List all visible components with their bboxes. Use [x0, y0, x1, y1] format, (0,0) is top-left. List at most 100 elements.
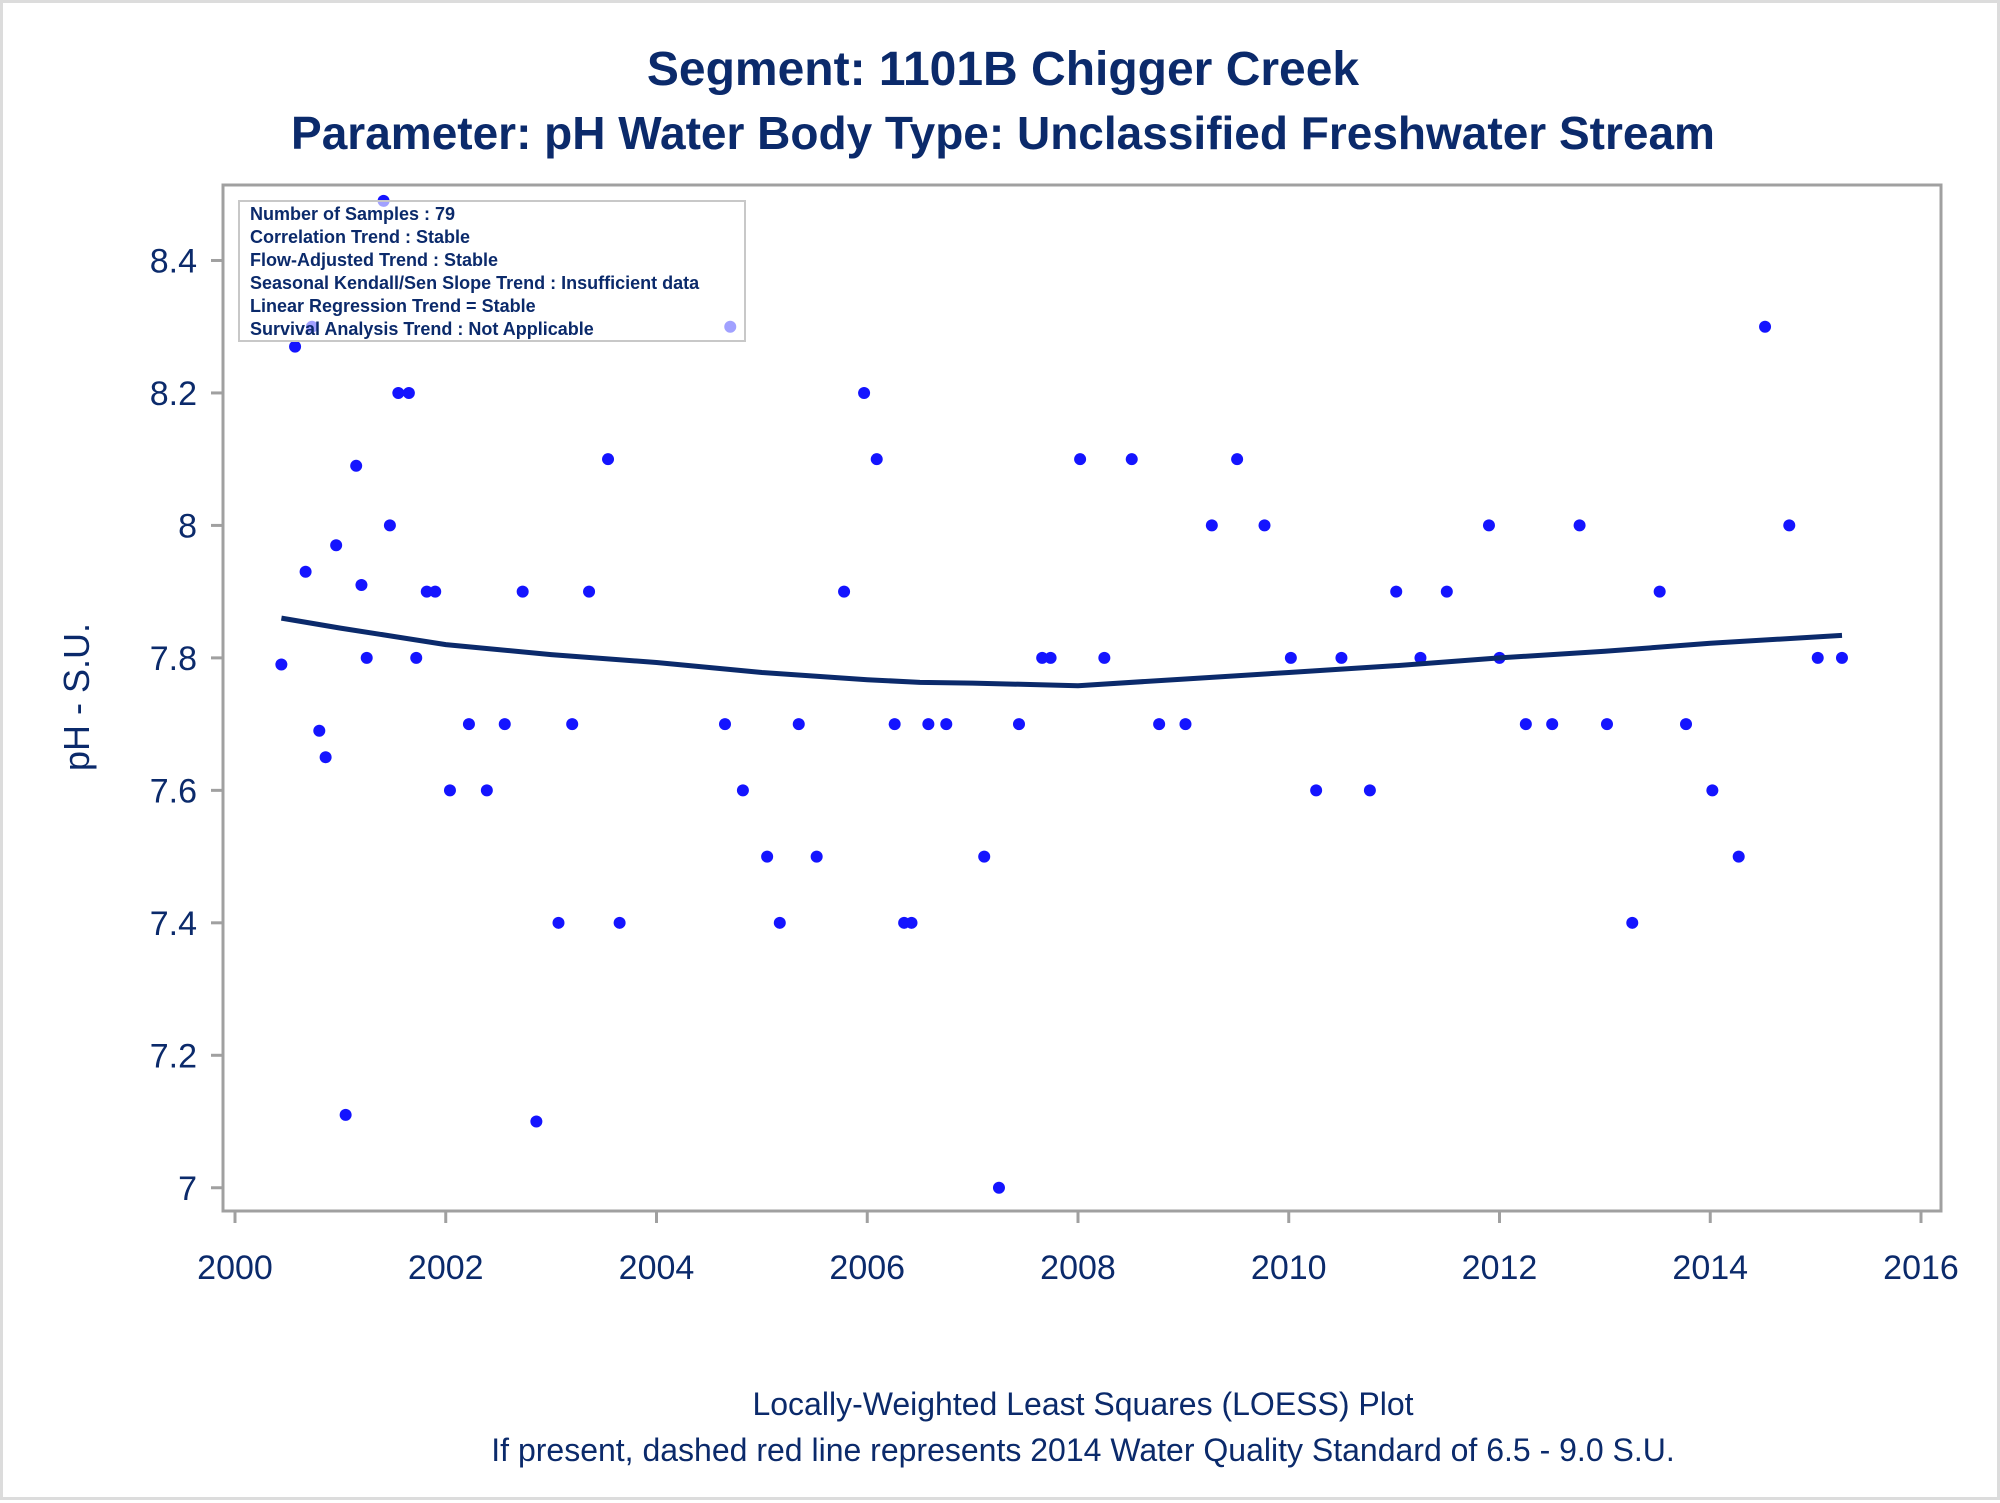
data-point: [1036, 651, 1049, 664]
data-point: [583, 585, 596, 598]
data-point: [858, 386, 871, 399]
plot-area: [221, 183, 1943, 1213]
chart-subtitle: Parameter: pH Water Body Type: Unclassif…: [291, 107, 1715, 159]
x-tick-label: 2004: [619, 1249, 695, 1287]
stats-line: Number of Samples : 79: [250, 204, 455, 224]
data-point: [1414, 651, 1427, 664]
data-point: [516, 585, 529, 598]
data-point: [552, 916, 565, 929]
data-point: [1653, 585, 1666, 598]
y-tick-label: 7: [178, 1170, 197, 1208]
data-point: [1626, 916, 1639, 929]
y-tick-label: 7.4: [150, 905, 197, 943]
data-point: [992, 1181, 1005, 1194]
data-point: [498, 718, 511, 731]
y-axis: 7 7.2 7.4 7.6 7.8 8 8.2 8.4: [150, 242, 223, 1208]
data-point: [1680, 718, 1693, 731]
data-point: [1573, 519, 1586, 532]
chart-title: Segment: 1101B Chigger Creek: [647, 43, 1360, 96]
stats-line: Flow-Adjusted Trend : Stable: [250, 250, 498, 270]
data-point: [1044, 651, 1057, 664]
y-tick-label: 7.6: [150, 772, 197, 810]
y-axis-label: pH - S.U.: [56, 623, 97, 771]
footnote-loess: Locally-Weighted Least Squares (LOESS) P…: [752, 1386, 1413, 1422]
data-point: [410, 651, 423, 664]
data-point: [289, 340, 302, 353]
data-point: [275, 658, 288, 671]
data-point: [1258, 519, 1271, 532]
data-point: [1390, 585, 1403, 598]
loess-curve: [280, 615, 1843, 689]
data-point: [1546, 718, 1559, 731]
data-point: [313, 724, 326, 737]
x-tick-label: 2008: [1040, 1249, 1116, 1287]
data-point: [922, 718, 935, 731]
stats-line: Seasonal Kendall/Sen Slope Trend : Insuf…: [250, 273, 700, 293]
stats-box-border: [238, 200, 746, 342]
stats-line: Survival Analysis Trend : Not Applicable: [250, 319, 594, 339]
data-point: [383, 519, 396, 532]
data-point: [1125, 453, 1138, 466]
y-tick-label: 7.8: [150, 640, 197, 678]
data-point: [810, 850, 823, 863]
data-point: [530, 1115, 543, 1128]
data-point: [1363, 784, 1376, 797]
data-point: [420, 585, 433, 598]
data-point: [1519, 718, 1532, 731]
data-point: [761, 850, 774, 863]
data-point: [792, 718, 805, 731]
chart-svg: Segment: 1101B Chigger Creek Parameter: …: [56, 43, 1959, 1468]
data-point: [718, 718, 731, 731]
y-tick-label: 8.2: [150, 375, 197, 413]
data-point: [480, 784, 493, 797]
data-point: [1153, 718, 1166, 731]
data-point: [978, 850, 991, 863]
data-point: [888, 718, 901, 731]
data-point: [319, 751, 332, 764]
data-point: [1759, 320, 1772, 333]
data-point: [402, 386, 415, 399]
x-tick-label: 2002: [408, 1249, 484, 1287]
data-point: [443, 784, 456, 797]
y-tick-label: 7.2: [150, 1037, 197, 1075]
scatter-points: [275, 194, 1848, 1194]
data-point: [870, 453, 883, 466]
x-tick-label: 2006: [829, 1249, 905, 1287]
x-tick-label: 2000: [197, 1249, 273, 1287]
x-tick-label: 2012: [1462, 1249, 1538, 1287]
x-tick-label: 2016: [1883, 1249, 1959, 1287]
data-point: [350, 459, 363, 472]
x-axis: 2000 2002 2004 2006 2008 2010 2012 2014 2016: [197, 1211, 1959, 1287]
data-point: [360, 651, 373, 664]
x-tick-label: 2014: [1672, 1249, 1748, 1287]
data-point: [429, 585, 442, 598]
footnote-standard: If present, dashed red line represents 2…: [491, 1432, 1674, 1468]
data-point: [462, 718, 475, 731]
data-point: [566, 718, 579, 731]
data-point: [330, 539, 343, 552]
data-point: [1811, 651, 1824, 664]
data-point: [1205, 519, 1218, 532]
data-point: [1335, 651, 1348, 664]
stats-line: Linear Regression Trend = Stable: [250, 296, 536, 316]
data-point: [1231, 453, 1244, 466]
data-point: [299, 565, 312, 578]
data-point: [339, 1108, 352, 1121]
data-point: [940, 718, 953, 731]
data-point: [1482, 519, 1495, 532]
x-tick-label: 2010: [1251, 1249, 1327, 1287]
stats-box: Number of Samples : 79 Correlation Trend…: [238, 200, 746, 342]
data-point: [613, 916, 626, 929]
data-point: [838, 585, 851, 598]
y-tick-label: 8.4: [150, 242, 197, 280]
data-point: [355, 579, 368, 592]
data-point: [1600, 718, 1613, 731]
data-point: [905, 916, 918, 929]
data-point: [1012, 718, 1025, 731]
data-point: [773, 916, 786, 929]
data-point: [1098, 651, 1111, 664]
data-point: [1179, 718, 1192, 731]
data-point: [736, 784, 749, 797]
data-point: [602, 453, 615, 466]
